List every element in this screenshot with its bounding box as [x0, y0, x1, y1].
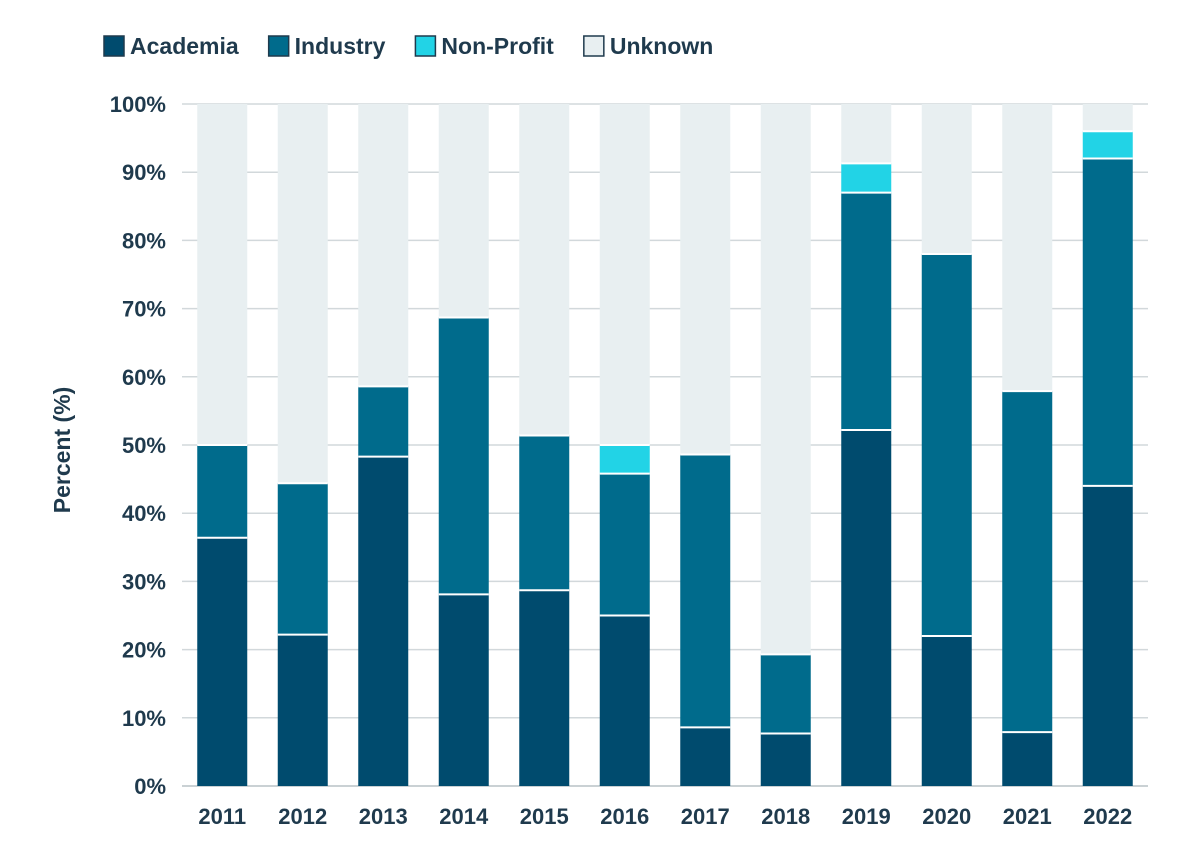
bar-unknown-2022	[1082, 104, 1133, 132]
y-tick-label: 80%	[122, 228, 166, 253]
bar-unknown-2019	[841, 104, 892, 164]
x-tick-label-2021: 2021	[1003, 804, 1052, 829]
bar-academia-2014	[438, 594, 489, 786]
bar-academia-2013	[358, 456, 409, 786]
bar-industry-2017	[680, 454, 731, 728]
y-tick-label: 60%	[122, 365, 166, 390]
bar-industry-2020	[921, 254, 972, 636]
legend-swatch	[414, 35, 437, 57]
bar-unknown-2020	[921, 104, 972, 255]
x-tick-label-2016: 2016	[600, 804, 649, 829]
bar-industry-2022	[1082, 158, 1133, 486]
bar-academia-2012	[277, 634, 328, 786]
y-tick-label: 10%	[122, 706, 166, 731]
legend-item-academia: Academia	[103, 33, 239, 59]
x-tick-label-2020: 2020	[922, 804, 971, 829]
legend-label: Industry	[295, 33, 386, 59]
bar-non-profit-2022	[1082, 131, 1133, 159]
x-tick-label-2015: 2015	[520, 804, 569, 829]
bar-industry-2021	[1002, 391, 1053, 733]
y-tick-label: 20%	[122, 638, 166, 663]
bar-academia-2017	[680, 727, 731, 786]
bar-academia-2016	[599, 615, 650, 786]
legend-item-non-profit: Non-Profit	[414, 33, 554, 59]
bar-unknown-2016	[599, 104, 650, 445]
bar-industry-2018	[760, 654, 811, 734]
x-tick-label-2019: 2019	[842, 804, 891, 829]
y-axis-label: Percent (%)	[49, 387, 75, 514]
gridlines	[182, 103, 1148, 787]
x-tick-label-2014: 2014	[439, 804, 489, 829]
bar-academia-2021	[1002, 732, 1053, 786]
legend-label: Non-Profit	[441, 33, 554, 59]
bar-industry-2019	[841, 192, 892, 430]
legend-item-industry: Industry	[267, 33, 386, 59]
legend-label: Unknown	[610, 33, 714, 59]
bar-unknown-2012	[277, 104, 328, 484]
bar-unknown-2014	[438, 104, 489, 318]
x-tick-label-2013: 2013	[359, 804, 408, 829]
bar-academia-2020	[921, 635, 972, 786]
x-tick-label-2022: 2022	[1083, 804, 1132, 829]
x-tick-label-2012: 2012	[278, 804, 327, 829]
legend: Academia Industry Non-Profit Unknown	[103, 33, 714, 59]
bar-industry-2011	[197, 445, 248, 538]
x-tick-label-2017: 2017	[681, 804, 730, 829]
bar-unknown-2013	[358, 104, 409, 387]
bar-unknown-2021	[1002, 104, 1053, 392]
x-tick-label-2011: 2011	[198, 804, 246, 829]
y-tick-label: 100%	[110, 92, 166, 117]
bar-industry-2014	[438, 317, 489, 595]
x-axis-ticks: 2011 2012 2013 2014 2015 2016 2017 2018 2019 2020…	[198, 804, 1132, 829]
y-axis-ticks: 0% 10% 20% 30% 40% 50% 60% 70% 80% 90% 100%	[110, 92, 166, 799]
y-tick-label: 90%	[122, 160, 166, 185]
bar-industry-2015	[519, 435, 570, 591]
bar-academia-2022	[1082, 485, 1133, 786]
bar-academia-2015	[519, 590, 570, 786]
bar-academia-2018	[760, 733, 811, 786]
bar-industry-2016	[599, 473, 650, 616]
y-tick-label: 50%	[122, 433, 166, 458]
bar-unknown-2018	[760, 104, 811, 655]
legend-swatch	[103, 35, 125, 57]
legend-item-unknown: Unknown	[583, 33, 714, 59]
bar-non-profit-2016	[599, 445, 650, 474]
bar-unknown-2015	[519, 104, 570, 436]
x-tick-label-2018: 2018	[761, 804, 810, 829]
bar-industry-2012	[277, 483, 328, 635]
bar-industry-2013	[358, 386, 409, 457]
legend-swatch	[583, 35, 605, 57]
legend-swatch	[267, 35, 290, 57]
y-tick-label: 70%	[122, 297, 166, 322]
legend-label: Academia	[130, 33, 239, 59]
y-tick-label: 40%	[122, 501, 166, 526]
bar-academia-2019	[841, 429, 892, 786]
bar-unknown-2017	[680, 104, 731, 455]
bar-unknown-2011	[197, 104, 248, 445]
y-tick-label: 30%	[122, 569, 166, 594]
bars	[197, 104, 1133, 786]
bar-non-profit-2019	[841, 163, 892, 193]
bar-academia-2011	[197, 537, 248, 786]
y-tick-label: 0%	[134, 774, 166, 799]
